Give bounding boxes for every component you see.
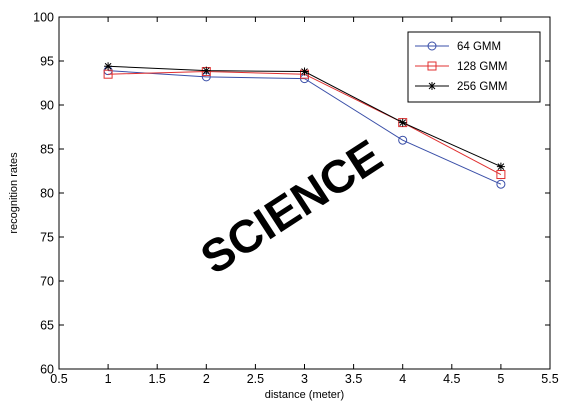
y-tick-label: 60 <box>40 363 54 377</box>
y-tick-label: 85 <box>40 143 54 157</box>
data-point <box>427 61 437 71</box>
x-axis: 0.5 1 1.5 2 2.5 3 3.5 4 4.5 5 5.5 <box>50 17 559 386</box>
y-axis-label: recognition rates <box>8 152 20 234</box>
legend-label: 64 GMM <box>457 41 501 53</box>
y-tick-label: 90 <box>40 99 54 113</box>
legend: 64 GMM 128 GMM 256 GMM <box>407 31 541 103</box>
series-star <box>104 62 505 171</box>
x-tick-label: 4.5 <box>443 372 460 386</box>
x-tick-label: 3.5 <box>345 372 362 386</box>
y-tick-label: 70 <box>40 275 54 289</box>
x-tick-label: 4 <box>399 372 406 386</box>
legend-item: 64 GMM <box>415 41 501 53</box>
y-tick-label: 95 <box>40 55 54 69</box>
y-tick-label: 100 <box>33 11 54 25</box>
data-point <box>398 118 407 127</box>
x-tick-label: 2.5 <box>247 372 264 386</box>
y-tick-label: 75 <box>40 231 54 245</box>
watermark: SCIENCE <box>191 129 391 284</box>
legend-label: 256 GMM <box>457 81 508 93</box>
x-tick-label: 5.5 <box>541 372 558 386</box>
data-point <box>496 162 505 171</box>
y-tick-label: 80 <box>40 187 54 201</box>
legend-label: 128 GMM <box>457 61 508 73</box>
data-point <box>202 66 211 75</box>
data-point <box>398 135 408 145</box>
x-tick-label: 1.5 <box>149 372 166 386</box>
x-tick-label: 5 <box>497 372 504 386</box>
legend-item: 256 GMM <box>415 81 508 93</box>
series-group <box>103 62 506 189</box>
x-tick-label: 0.5 <box>50 372 67 386</box>
y-tick-label: 65 <box>40 319 54 333</box>
watermark-text: SCIENCE <box>191 129 391 284</box>
data-point <box>428 82 436 90</box>
x-tick-label: 2 <box>203 372 210 386</box>
y-axis: 60 65 70 75 80 85 90 95 100 <box>33 11 550 377</box>
x-tick-label: 1 <box>105 372 112 386</box>
legend-box <box>407 31 541 103</box>
data-point <box>496 179 506 189</box>
x-axis-label: distance (meter) <box>265 389 344 401</box>
legend-item: 128 GMM <box>415 61 508 73</box>
data-point <box>427 41 437 51</box>
data-point <box>104 62 113 71</box>
data-point <box>300 67 309 76</box>
x-tick-label: 3 <box>301 372 308 386</box>
